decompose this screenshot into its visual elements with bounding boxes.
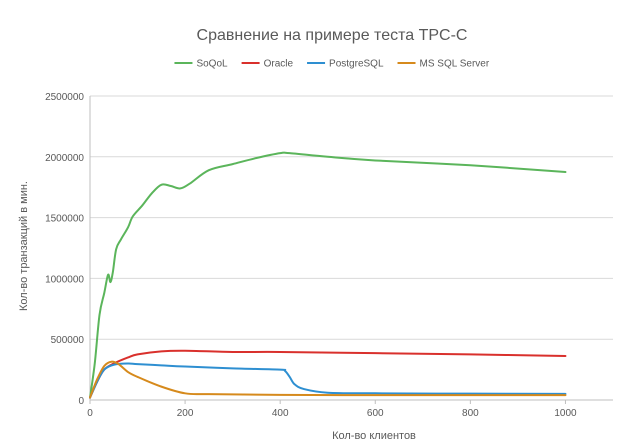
x-axis-title: Кол-во клиентов <box>332 430 416 442</box>
x-tick-label: 1000 <box>554 408 577 419</box>
y-axis-title: Кол-во транзакций в мин. <box>18 181 30 311</box>
x-tick-label: 600 <box>367 408 384 419</box>
y-tick-label: 1500000 <box>45 214 84 225</box>
x-tick-label: 0 <box>87 408 93 419</box>
legend-label-soqol: SoQoL <box>196 59 228 70</box>
legend-label-oracle: Oracle <box>264 59 294 70</box>
chart-title: Сравнение на примере теста TPC-C <box>197 27 468 44</box>
legend-label-ms-sql-server: MS SQL Server <box>420 59 490 70</box>
x-tick-labels: 0 200 400 600 800 1000 <box>87 408 577 419</box>
x-tick-label: 800 <box>462 408 479 419</box>
x-tick-label: 200 <box>177 408 194 419</box>
x-tick-label: 400 <box>272 408 289 419</box>
series-line-oracle <box>89 349 567 399</box>
y-tick-label: 0 <box>78 396 84 407</box>
y-tick-label: 1000000 <box>45 274 84 285</box>
y-tick-label: 2500000 <box>45 92 84 103</box>
series-lines <box>89 151 567 399</box>
series-line-soqol <box>89 151 567 399</box>
axes <box>89 96 613 404</box>
series-line-ms-sql-server <box>89 360 567 399</box>
y-tick-labels: 0 500000 1000000 1500000 2000000 2500000 <box>45 92 84 407</box>
gridlines <box>90 95 613 340</box>
legend: SoQoL Oracle PostgreSQL MS SQL Server <box>174 59 490 70</box>
legend-label-postgresql: PostgreSQL <box>329 59 384 70</box>
series-line-postgresql <box>89 362 567 399</box>
y-tick-label: 500000 <box>51 335 85 346</box>
y-tick-label: 2000000 <box>45 153 84 164</box>
